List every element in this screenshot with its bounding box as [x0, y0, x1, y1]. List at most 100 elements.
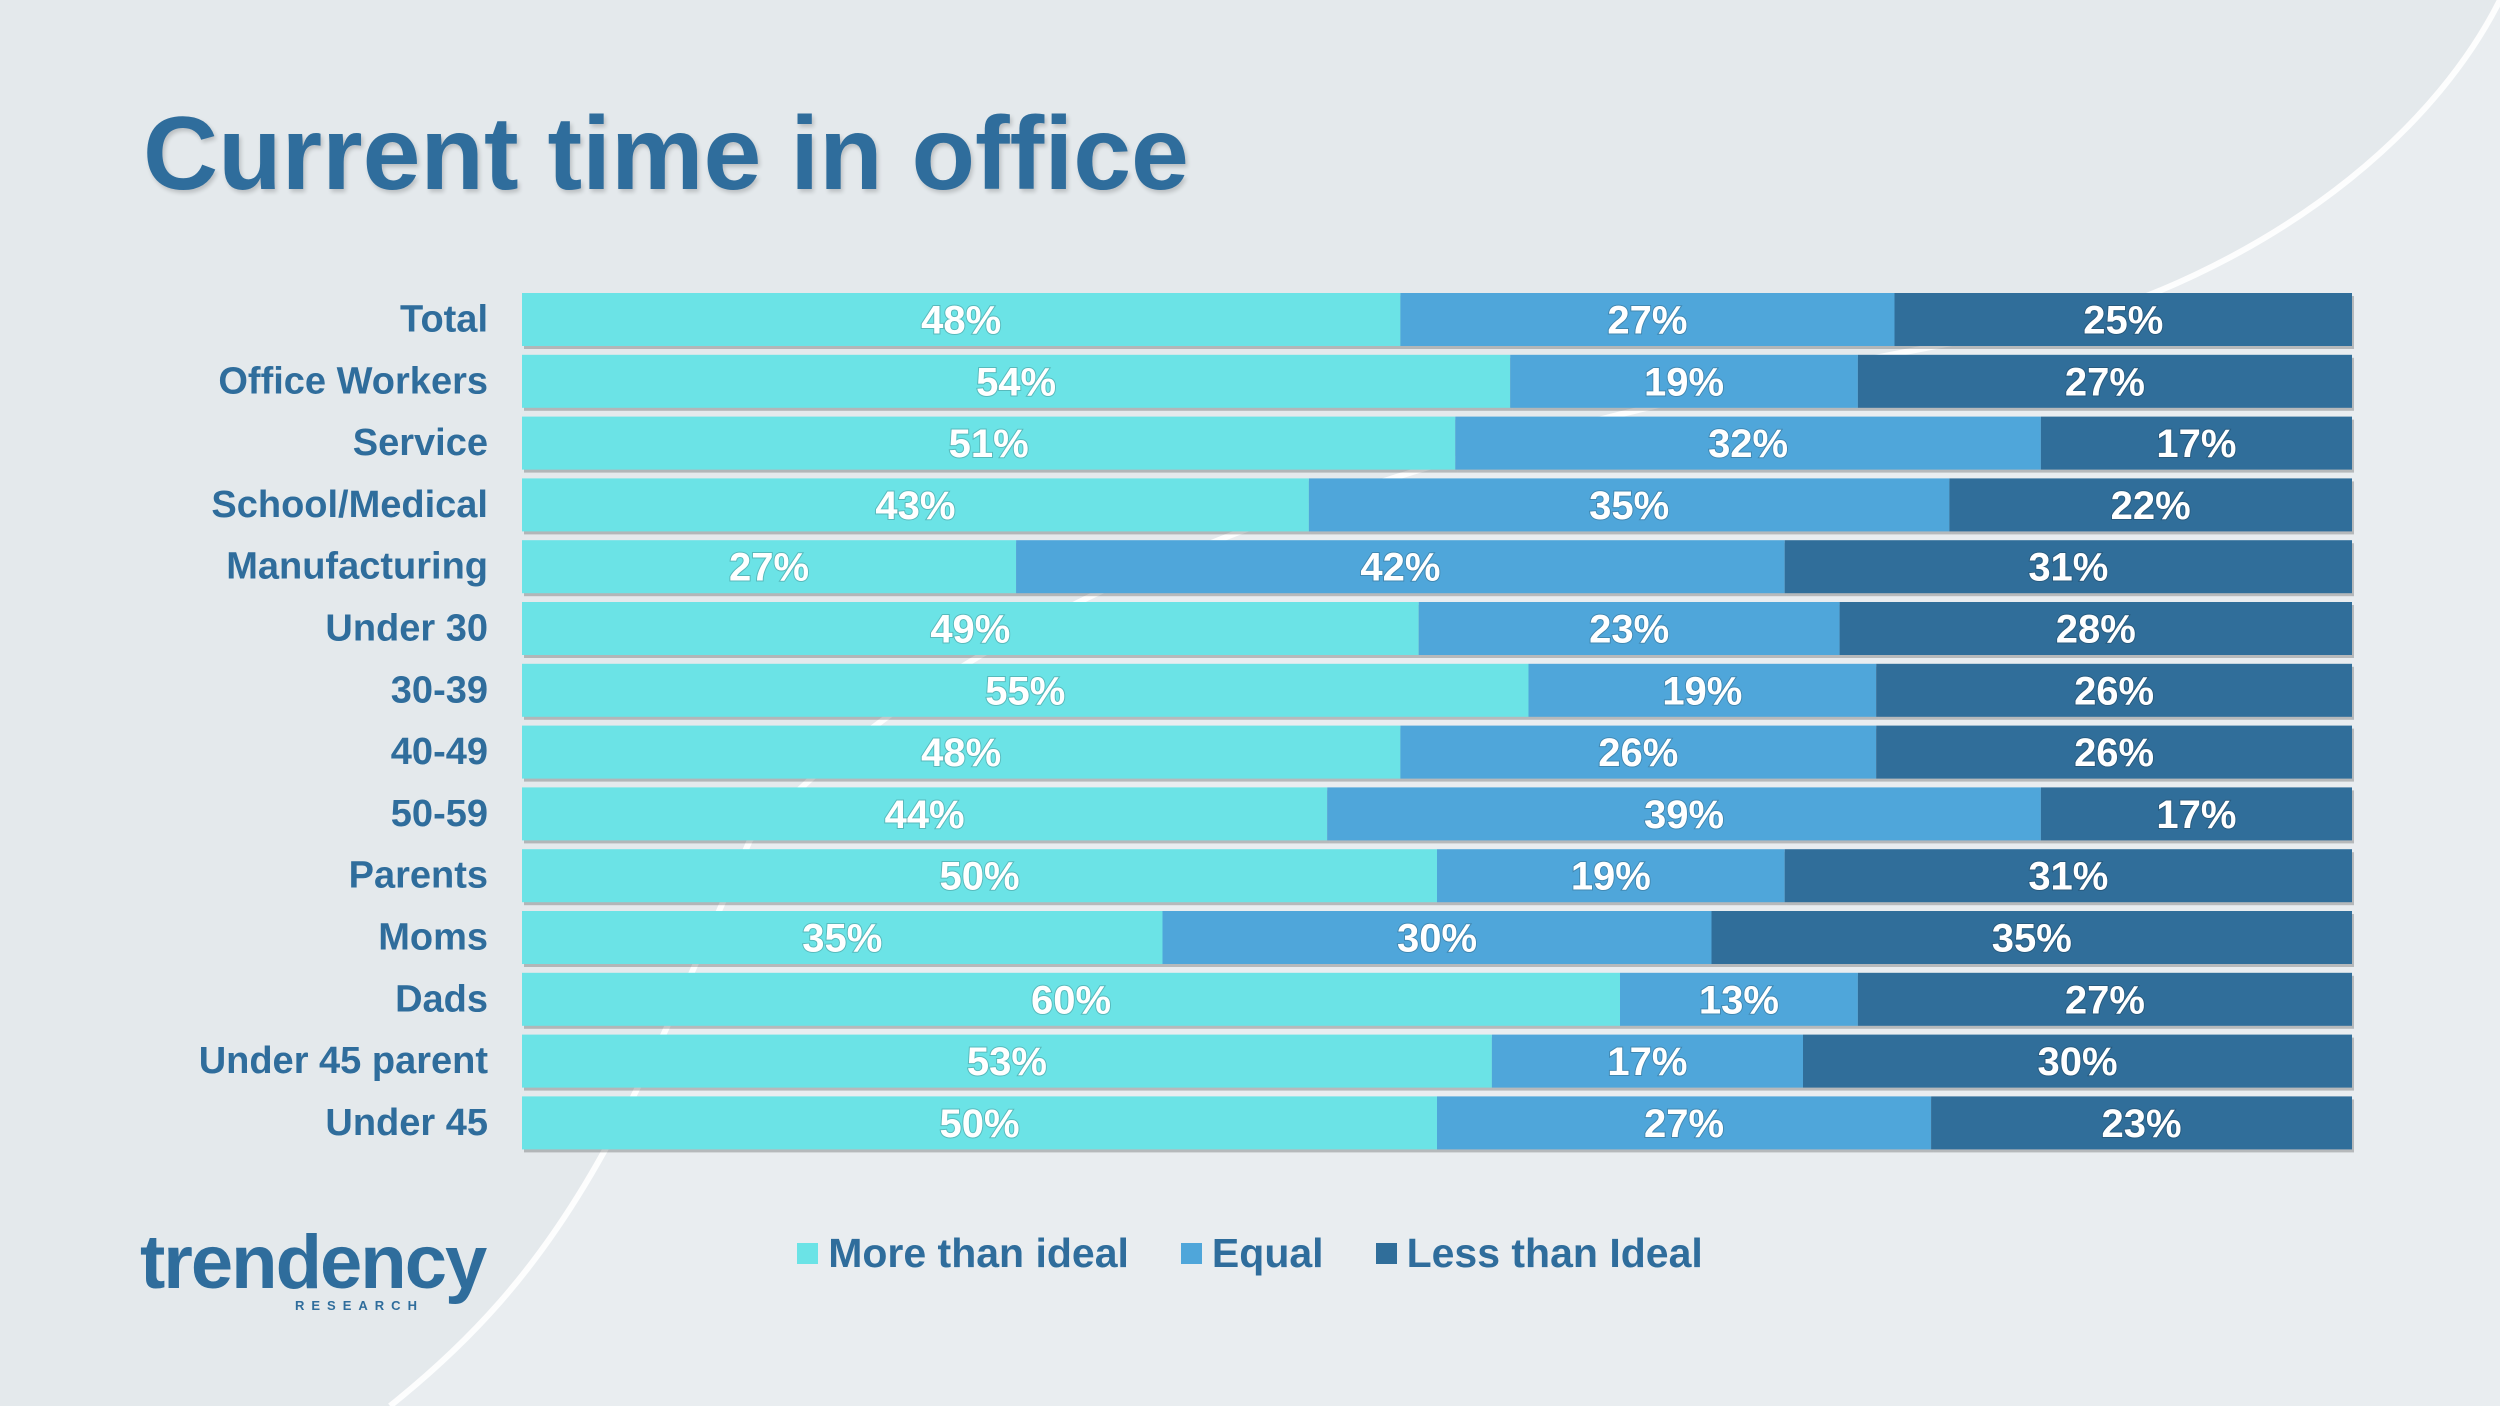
legend-swatch-equal [1180, 1243, 1202, 1264]
value-label-50-59-less-than-ideal: 17% [2156, 793, 2236, 837]
value-label-under-45-parent-less-than-ideal: 30% [2037, 1040, 2117, 1084]
bar-moms-equal [1162, 911, 1712, 964]
category-label-school-medical: School/Medical [211, 484, 488, 526]
category-label-under-45: Under 45 [325, 1102, 488, 1144]
bar-service-equal [1455, 416, 2041, 470]
value-label-manufacturing-less-than-ideal: 31% [2028, 546, 2108, 590]
value-label-manufacturing-equal: 42% [1360, 546, 1440, 590]
logo-subtitle: RESEARCH [295, 1298, 424, 1313]
value-label-under-45-less-than-ideal: 23% [2102, 1102, 2182, 1146]
category-label-50-59: 50-59 [391, 793, 488, 835]
legend-swatch-less-than-ideal [1375, 1243, 1397, 1264]
value-label-manufacturing-more-than-ideal: 27% [729, 546, 809, 590]
value-label-moms-more-than-ideal: 35% [802, 917, 882, 961]
bar-under-45-equal [1437, 1096, 1932, 1150]
value-label-service-equal: 32% [1708, 422, 1788, 466]
legend-item-equal: Equal [1180, 1230, 1324, 1277]
bar-service-more-than-ideal [522, 416, 1456, 470]
value-label-service-more-than-ideal: 51% [949, 422, 1029, 466]
value-label-under-30-less-than-ideal: 28% [2056, 608, 2136, 652]
value-label-moms-less-than-ideal: 35% [1992, 917, 2072, 961]
bar-manufacturing-less-than-ideal [1784, 540, 2352, 594]
value-label-moms-equal: 30% [1397, 917, 1477, 961]
value-label-50-59-equal: 39% [1644, 793, 1724, 837]
value-label-school-medical-less-than-ideal: 22% [2111, 484, 2191, 528]
bar-50-59-more-than-ideal [522, 787, 1328, 841]
bar-under-30-equal [1418, 602, 1840, 655]
bar-parents-equal [1437, 849, 1785, 903]
chart-legend: More than ideal Equal Less than Ideal [0, 1230, 2500, 1277]
value-label-service-less-than-ideal: 17% [2156, 422, 2236, 466]
value-label-under-30-more-than-ideal: 49% [930, 608, 1010, 652]
bar-50-59-equal [1327, 787, 2041, 841]
bar-dads-equal [1620, 972, 1858, 1026]
bar-total-less-than-ideal [1894, 293, 2352, 346]
category-label-40-49: 40-49 [391, 731, 488, 773]
value-label-parents-less-than-ideal: 31% [2028, 855, 2108, 899]
value-label-30-39-less-than-ideal: 26% [2074, 669, 2154, 713]
bar-service-less-than-ideal [2040, 416, 2352, 470]
bar-manufacturing-equal [1016, 540, 1785, 594]
bar-40-49-more-than-ideal [522, 725, 1401, 779]
bar-dads-less-than-ideal [1857, 972, 2352, 1026]
bar-office-workers-less-than-ideal [1857, 354, 2352, 408]
bar-parents-less-than-ideal [1784, 849, 2352, 903]
value-label-40-49-equal: 26% [1598, 731, 1678, 775]
value-label-office-workers-equal: 19% [1644, 360, 1724, 404]
value-label-under-45-parent-equal: 17% [1607, 1040, 1687, 1084]
value-label-school-medical-more-than-ideal: 43% [875, 484, 955, 528]
bar-under-30-less-than-ideal [1839, 602, 2352, 655]
value-label-dads-more-than-ideal: 60% [1031, 978, 1111, 1022]
value-label-office-workers-more-than-ideal: 54% [976, 360, 1056, 404]
value-label-total-more-than-ideal: 48% [921, 299, 1001, 343]
legend-item-less-than-ideal: Less than Ideal [1375, 1230, 1703, 1277]
legend-label-more-than-ideal: More than ideal [828, 1230, 1129, 1276]
category-label-manufacturing: Manufacturing [226, 546, 488, 588]
value-label-parents-equal: 19% [1571, 855, 1651, 899]
bar-under-45-less-than-ideal [1931, 1096, 2352, 1150]
value-label-dads-equal: 13% [1699, 978, 1779, 1022]
bar-parents-more-than-ideal [522, 849, 1437, 903]
bar-manufacturing-more-than-ideal [522, 540, 1017, 594]
category-label-under-30: Under 30 [325, 608, 488, 650]
category-label-moms: Moms [378, 917, 488, 959]
bar-dads-more-than-ideal [522, 972, 1620, 1026]
bar-50-59-less-than-ideal [2040, 787, 2352, 841]
bar-30-39-equal [1528, 663, 1877, 717]
bar-total-equal [1400, 293, 1895, 346]
bar-under-45-parent-less-than-ideal [1803, 1034, 2352, 1088]
value-label-30-39-equal: 19% [1662, 669, 1742, 713]
bar-moms-more-than-ideal [522, 911, 1163, 964]
logo-wordmark: trendency [140, 1220, 487, 1305]
category-label-parents: Parents [349, 855, 488, 897]
value-label-under-30-equal: 23% [1589, 608, 1669, 652]
value-label-under-45-more-than-ideal: 50% [939, 1102, 1019, 1146]
value-label-total-less-than-ideal: 25% [2083, 299, 2163, 343]
bar-40-49-equal [1400, 725, 1877, 779]
value-label-total-equal: 27% [1607, 299, 1687, 343]
legend-label-less-than-ideal: Less than Ideal [1406, 1230, 1703, 1276]
bar-under-45-parent-equal [1491, 1034, 1803, 1088]
value-label-school-medical-equal: 35% [1589, 484, 1669, 528]
trendency-logo: trendency RESEARCH [140, 1220, 487, 1314]
bar-school-medical-equal [1308, 478, 1950, 532]
legend-label-equal: Equal [1211, 1230, 1324, 1276]
bar-moms-less-than-ideal [1711, 911, 2352, 964]
category-label-service: Service [353, 422, 488, 464]
value-label-30-39-more-than-ideal: 55% [985, 669, 1065, 713]
value-label-dads-less-than-ideal: 27% [2065, 978, 2145, 1022]
value-label-parents-more-than-ideal: 50% [939, 855, 1019, 899]
page-title: Current time in office [143, 96, 1189, 212]
bar-under-45-more-than-ideal [522, 1096, 1437, 1150]
bar-30-39-more-than-ideal [522, 663, 1529, 717]
bar-under-45-parent-more-than-ideal [522, 1034, 1492, 1088]
value-label-under-45-parent-more-than-ideal: 53% [967, 1040, 1047, 1084]
value-label-50-59-more-than-ideal: 44% [885, 793, 965, 837]
value-label-40-49-more-than-ideal: 48% [921, 731, 1001, 775]
bar-30-39-less-than-ideal [1876, 663, 2352, 717]
category-label-under-45-parent: Under 45 parent [199, 1040, 489, 1082]
value-label-40-49-less-than-ideal: 26% [2074, 731, 2154, 775]
category-label-dads: Dads [395, 978, 488, 1020]
bar-under-30-more-than-ideal [522, 602, 1419, 655]
